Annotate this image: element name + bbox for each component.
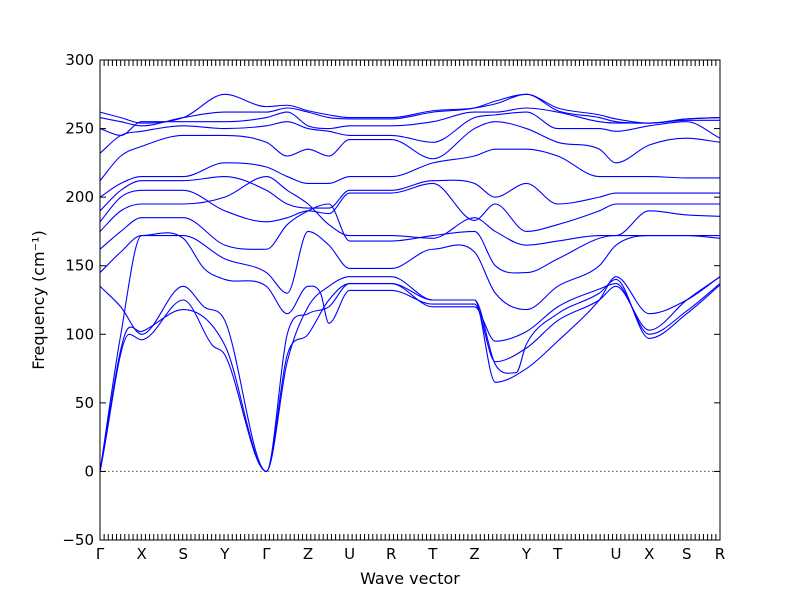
y-tick-label: 200	[65, 188, 94, 206]
y-tick-label: 300	[65, 51, 94, 69]
plot-frame	[99, 59, 721, 541]
band-line	[100, 276, 720, 472]
band-line	[100, 182, 720, 232]
y-tick-label: 100	[65, 325, 94, 343]
y-tick-label: 250	[65, 120, 94, 138]
y-tick-label: −50	[62, 531, 94, 549]
x-tick-label: T	[552, 545, 563, 563]
band-line	[100, 107, 720, 136]
x-tick-label: U	[610, 545, 621, 563]
y-tick-label: 50	[75, 394, 94, 412]
x-tick-label: Y	[219, 545, 230, 563]
x-tick-label: U	[344, 545, 355, 563]
y-axis-label: Frequency (cm⁻¹)	[29, 230, 48, 369]
x-tick-label: Γ	[262, 545, 271, 563]
x-tick-label: X	[644, 545, 654, 563]
x-tick-label: Y	[521, 545, 532, 563]
band-line	[100, 230, 720, 311]
x-tick-label: S	[682, 545, 692, 563]
x-tick-label: S	[178, 545, 188, 563]
band-line	[100, 148, 720, 198]
x-tick-label: X	[136, 545, 146, 563]
band-line	[100, 176, 720, 212]
band-line	[100, 232, 720, 472]
x-tick-label: R	[715, 545, 725, 563]
band-line	[100, 278, 720, 472]
y-tick-label: 0	[84, 462, 94, 480]
x-tick-label: Γ	[96, 545, 105, 563]
x-tick-label: Z	[469, 545, 479, 563]
y-tick-labels: −50 0 50 100 150 200 250 300	[62, 51, 94, 549]
y-tick-label: 150	[65, 257, 94, 275]
x-tick-label: T	[427, 545, 438, 563]
x-axis-label: Wave vector	[360, 569, 460, 588]
band-line	[100, 93, 720, 127]
x-tick-label: Z	[303, 545, 313, 563]
band-line	[100, 282, 720, 472]
axis-ticks	[99, 59, 721, 541]
x-tick-label: R	[386, 545, 396, 563]
band-line	[100, 121, 720, 182]
band-line	[100, 111, 720, 154]
band-line	[100, 93, 720, 124]
band-line	[100, 176, 720, 246]
band-curves	[100, 93, 720, 472]
